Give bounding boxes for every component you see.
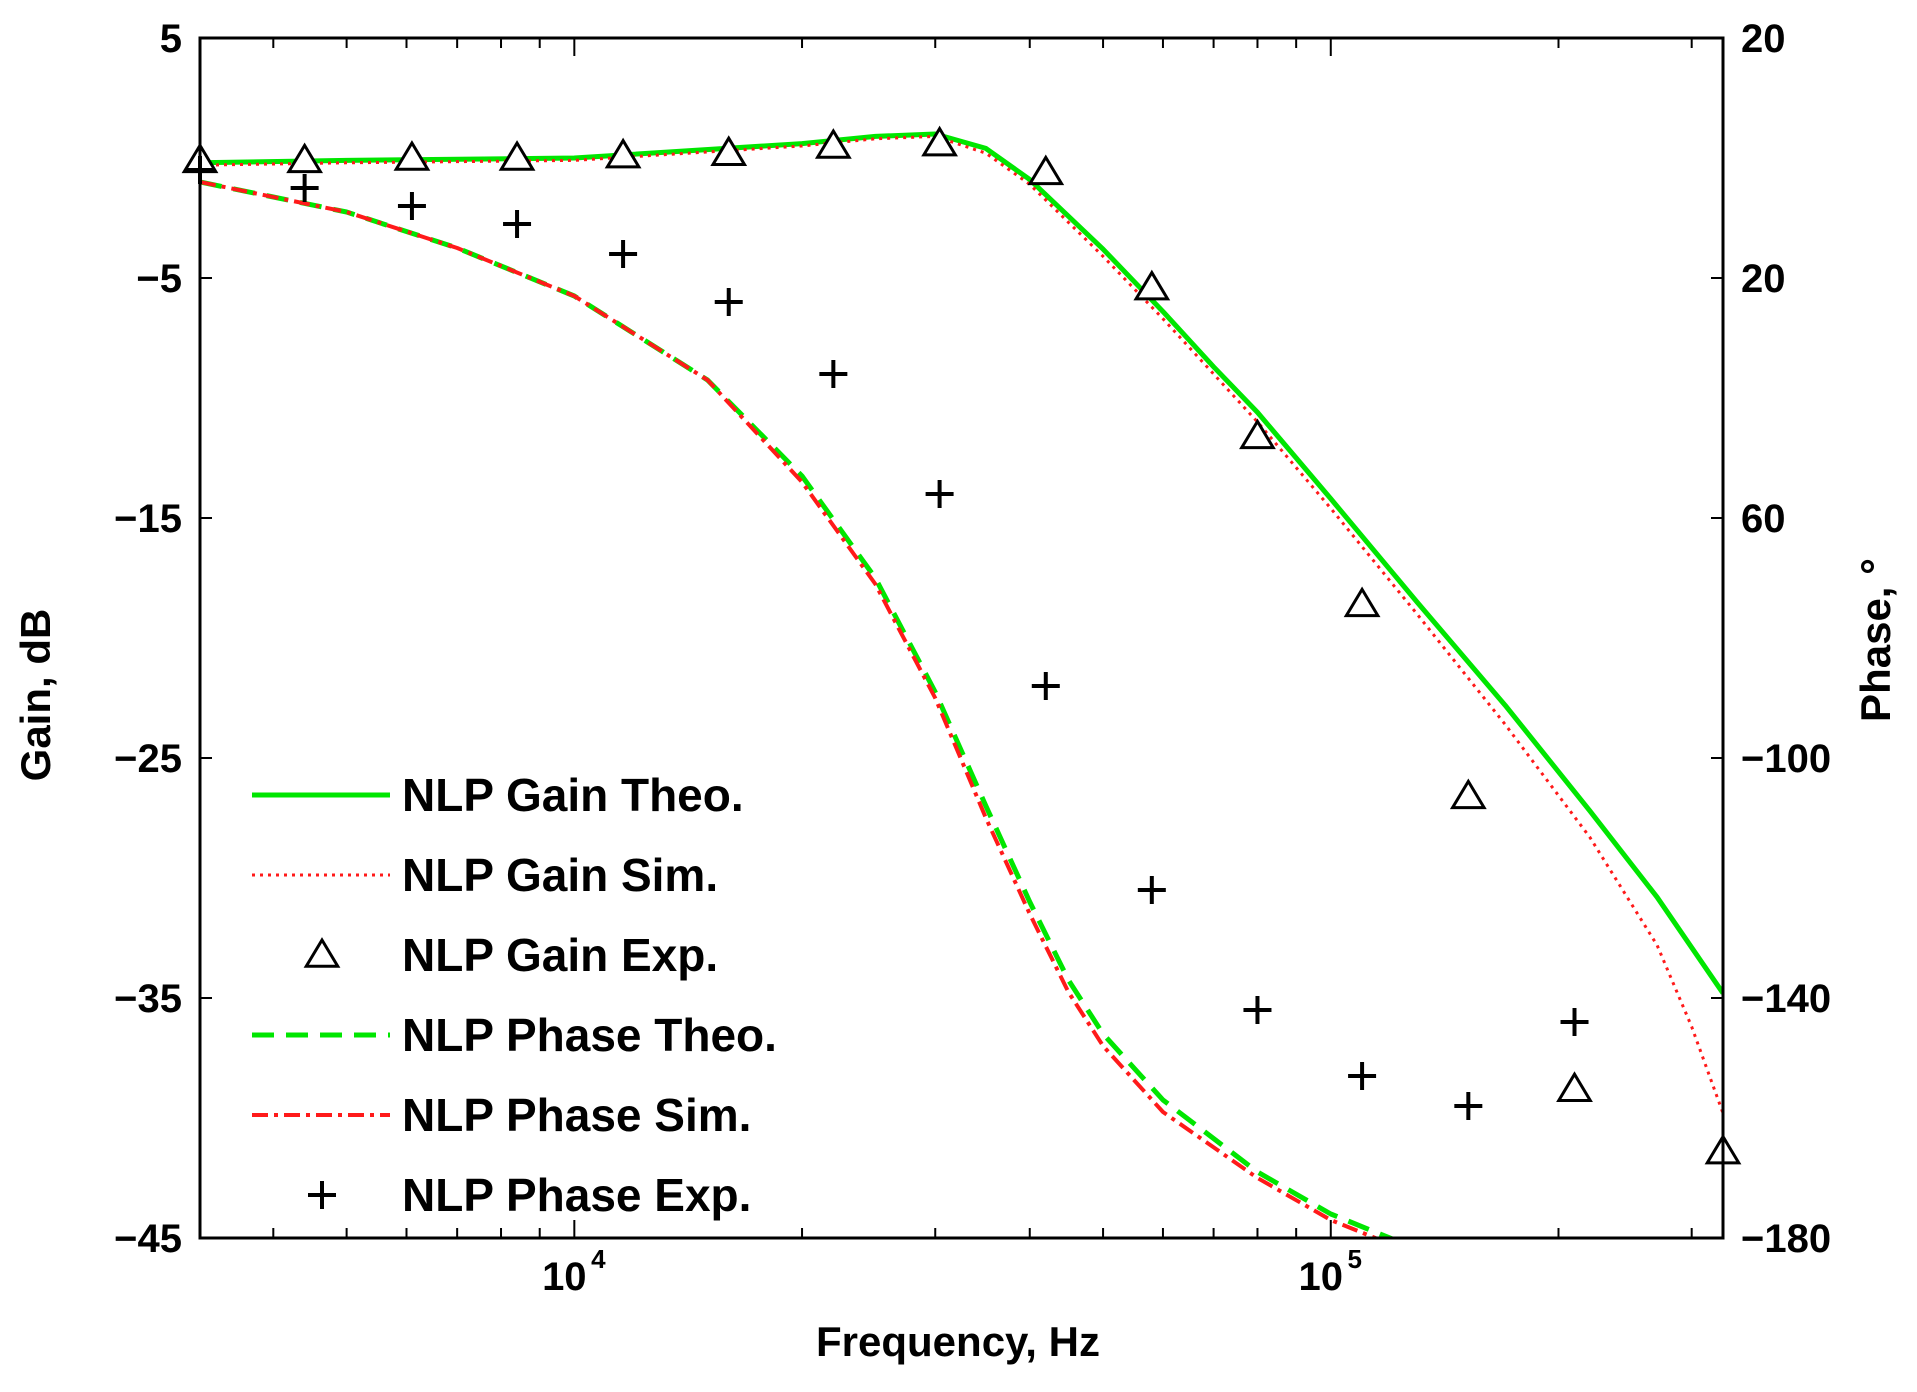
y-axis-left-label: Gain, dB <box>12 609 59 782</box>
series-layer <box>181 125 1742 1238</box>
x-tick-label: 10 <box>1299 1255 1344 1299</box>
x-tick-exponent: 4 <box>591 1244 606 1274</box>
series-nlp-phase-exp-point <box>397 192 426 220</box>
series-nlp-phase-exp-point <box>714 288 743 316</box>
plot-frame <box>198 36 1725 1240</box>
legend-label: NLP Phase Exp. <box>402 1169 751 1221</box>
y-left-tick-label: −5 <box>136 257 182 301</box>
x-tick-exponent: 5 <box>1348 1244 1362 1274</box>
marker-group <box>181 125 1742 1165</box>
series-nlp-gain-exp-point <box>710 135 748 166</box>
series-nlp-gain-exp-point <box>921 125 958 157</box>
series-nlp-phase-exp-point <box>290 174 319 202</box>
series-nlp-gain-exp-point <box>1027 154 1065 186</box>
series-nlp-phase-sim-line <box>200 180 1381 1238</box>
series-clip-group <box>200 131 1723 1238</box>
series-nlp-gain-sim-line <box>200 134 1723 1114</box>
y-left-tick-label: −25 <box>114 737 182 781</box>
legend-entry: NLP Gain Theo. <box>252 769 744 821</box>
series-nlp-gain-exp-point <box>286 142 324 174</box>
legend-entry: NLP Gain Exp. <box>303 929 718 981</box>
series-nlp-gain-theo-line <box>200 131 1723 995</box>
legend-label: NLP Phase Sim. <box>402 1089 751 1141</box>
y-left-tick-label: 5 <box>160 17 182 61</box>
legend-label: NLP Gain Exp. <box>402 929 718 981</box>
legend-swatch <box>303 937 341 968</box>
legend-entry: NLP Gain Sim. <box>252 849 718 901</box>
y-left-tick-label: −35 <box>114 977 182 1021</box>
series-nlp-phase-exp-point <box>1454 1092 1483 1120</box>
series-nlp-phase-exp-point <box>819 360 848 388</box>
series-nlp-gain-exp-point <box>604 137 642 169</box>
series-nlp-gain-exp-point <box>1239 418 1276 450</box>
series-nlp-gain-exp-point <box>498 140 536 171</box>
series-nlp-phase-exp-point <box>1560 1008 1589 1036</box>
x-tick-label: 10 <box>542 1255 587 1299</box>
y-axis-right-label: Phase, ° <box>1852 558 1899 722</box>
series-nlp-gain-exp-point <box>1449 778 1487 810</box>
legend-swatch <box>308 1181 336 1209</box>
series-nlp-gain-exp-point <box>1556 1071 1593 1102</box>
legend-entry: NLP Phase Sim. <box>252 1089 751 1141</box>
legend-entry: NLP Phase Theo. <box>252 1009 777 1061</box>
series-nlp-phase-exp-point <box>925 480 954 508</box>
x-axis-label: Frequency, Hz <box>816 1318 1100 1365</box>
series-nlp-phase-exp-point <box>503 210 532 238</box>
series-nlp-gain-exp-point <box>814 128 852 159</box>
series-nlp-phase-theo-line <box>200 179 1397 1238</box>
series-nlp-phase-exp-point <box>1031 672 1060 700</box>
series-nlp-phase-exp-point <box>1137 876 1166 904</box>
legend: NLP Gain Theo. NLP Gain Sim. NLP Gain Exp.… <box>252 769 777 1221</box>
legend-label: NLP Gain Sim. <box>402 849 718 901</box>
series-nlp-gain-exp-point <box>393 140 431 171</box>
y-right-tick-label: −140 <box>1741 977 1831 1021</box>
y-right-tick-label: 20 <box>1741 257 1786 301</box>
series-nlp-phase-exp-point <box>609 240 638 268</box>
legend-label: NLP Gain Theo. <box>402 769 744 821</box>
y-left-tick-label: −15 <box>114 497 182 541</box>
series-nlp-gain-exp-point <box>1343 586 1381 618</box>
y-left-tick-label: −45 <box>114 1217 182 1261</box>
legend-entry: NLP Phase Exp. <box>308 1169 751 1221</box>
series-nlp-phase-exp-point <box>1348 1062 1377 1090</box>
y-right-tick-label: −100 <box>1741 737 1831 781</box>
y-right-tick-label: −180 <box>1741 1217 1831 1261</box>
y-right-tick-label: 20 <box>1741 17 1786 61</box>
legend-label: NLP Phase Theo. <box>402 1009 777 1061</box>
series-nlp-gain-exp-point <box>1133 269 1171 301</box>
y-right-tick-label: 60 <box>1741 497 1786 541</box>
series-nlp-phase-exp-point <box>1243 996 1272 1024</box>
